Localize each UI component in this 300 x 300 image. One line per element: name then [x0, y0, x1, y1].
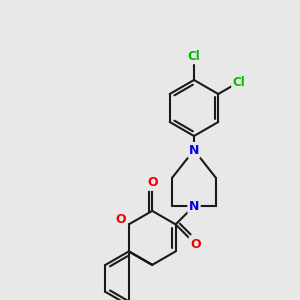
Text: O: O — [190, 238, 201, 251]
Text: N: N — [189, 143, 199, 157]
Text: Cl: Cl — [233, 76, 245, 88]
Text: Cl: Cl — [188, 50, 200, 62]
Text: O: O — [147, 176, 158, 189]
Text: O: O — [116, 213, 126, 226]
Text: N: N — [189, 200, 199, 212]
